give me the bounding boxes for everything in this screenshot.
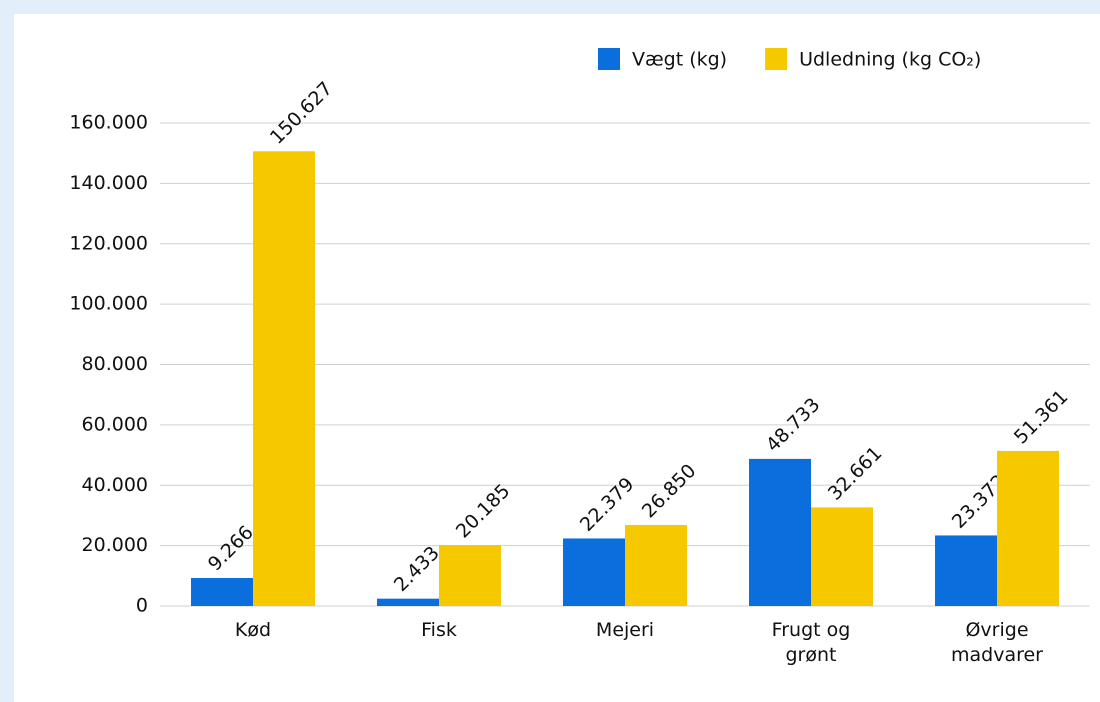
y-tick-label: 120.000 [69, 232, 148, 254]
legend-swatch [598, 48, 620, 70]
value-label: 2.433 [390, 542, 444, 596]
value-label: 20.185 [452, 480, 515, 543]
x-tick-label: Fisk [421, 619, 457, 641]
y-tick-label: 0 [136, 595, 148, 617]
bar [253, 151, 315, 606]
legend-swatch [765, 48, 788, 70]
y-tick-label: 20.000 [82, 534, 148, 556]
x-tick-label: Kød [234, 619, 272, 641]
value-label: 26.850 [638, 460, 701, 523]
x-tick-label: Mejeri [595, 619, 655, 641]
value-label: 150.627 [266, 78, 337, 149]
y-tick-label: 40.000 [82, 474, 148, 496]
value-label: 51.361 [1010, 386, 1073, 449]
legend-label: Udledning (kg CO₂) [799, 49, 981, 71]
bar [191, 578, 253, 606]
bar [439, 545, 501, 606]
legend-label: Vægt (kg) [632, 49, 727, 71]
bar [997, 450, 1059, 606]
value-label: 32.661 [824, 442, 887, 505]
y-tick-label: 100.000 [69, 293, 148, 315]
y-tick-label: 160.000 [69, 112, 148, 134]
value-label: 9.266 [204, 521, 258, 575]
bar [935, 535, 997, 606]
bar [811, 507, 873, 606]
y-tick-label: 60.000 [82, 413, 148, 435]
x-tick-label: Øvrige madvarer [951, 619, 1043, 666]
bar [377, 598, 439, 606]
bar [749, 458, 811, 606]
bar [625, 524, 687, 606]
y-tick-label: 80.000 [82, 353, 148, 375]
x-tick-label: Frugt og grønt [771, 619, 851, 666]
y-tick-label: 140.000 [69, 172, 148, 194]
bar [563, 538, 625, 606]
